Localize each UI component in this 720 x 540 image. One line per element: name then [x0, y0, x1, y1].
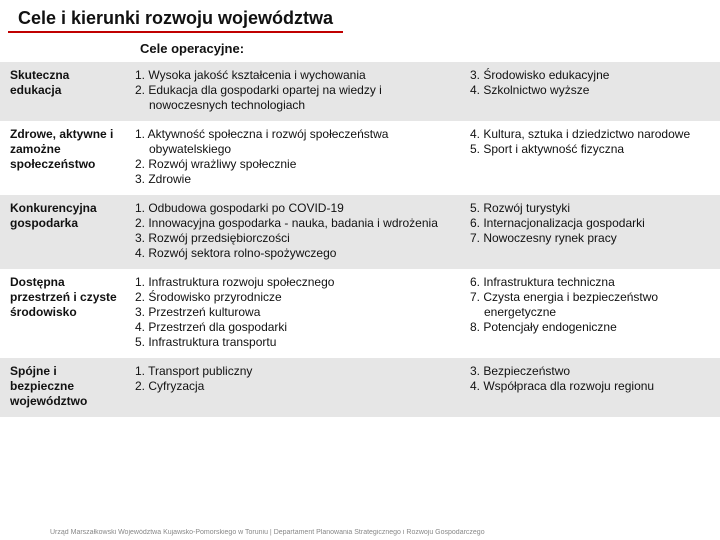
- row-heading: Dostępna przestrzeń i czyste środowisko: [0, 269, 125, 358]
- row-heading: Zdrowe, aktywne i zamożne społeczeństwo: [0, 121, 125, 195]
- list-item: 8. Potencjały endogeniczne: [470, 320, 712, 335]
- list-item: 2. Środowisko przyrodnicze: [135, 290, 452, 305]
- row-heading: Konkurencyjna gospodarka: [0, 195, 125, 269]
- list-item: 1. Odbudowa gospodarki po COVID-19: [135, 201, 452, 216]
- list-item: 6. Internacjonalizacja gospodarki: [470, 216, 712, 231]
- list-item: 4. Współpraca dla rozwoju regionu: [470, 379, 712, 394]
- list-item: 5. Infrastruktura transportu: [135, 335, 452, 350]
- row-left-cell: 1. Aktywność społeczna i rozwój społecze…: [125, 121, 460, 195]
- row-right-cell: 6. Infrastruktura techniczna7. Czysta en…: [460, 269, 720, 358]
- row-right-cell: 4. Kultura, sztuka i dziedzictwo narodow…: [460, 121, 720, 195]
- list-item: 2. Innowacyjna gospodarka - nauka, badan…: [135, 216, 452, 231]
- list-item: 5. Rozwój turystyki: [470, 201, 712, 216]
- list-item: 4. Rozwój sektora rolno-spożywczego: [135, 246, 452, 261]
- row-left-cell: 1. Wysoka jakość kształcenia i wychowani…: [125, 62, 460, 121]
- list-item: 7. Nowoczesny rynek pracy: [470, 231, 712, 246]
- goals-table: Skuteczna edukacja 1. Wysoka jakość kszta…: [0, 62, 720, 417]
- list-item: 2. Edukacja dla gospodarki opartej na wi…: [135, 83, 452, 113]
- list-item: 2. Cyfryzacja: [135, 379, 452, 394]
- row-heading: Skuteczna edukacja: [0, 62, 125, 121]
- subtitle: Cele operacyjne:: [0, 37, 720, 62]
- row-left-cell: 1. Transport publiczny2. Cyfryzacja: [125, 358, 460, 417]
- row-heading: Spójne i bezpieczne województwo: [0, 358, 125, 417]
- list-item: 1. Wysoka jakość kształcenia i wychowani…: [135, 68, 452, 83]
- table-row: Zdrowe, aktywne i zamożne społeczeństwo 1…: [0, 121, 720, 195]
- table-row: Konkurencyjna gospodarka1. Odbudowa gosp…: [0, 195, 720, 269]
- list-item: 1. Aktywność społeczna i rozwój społecze…: [135, 127, 452, 157]
- list-item: 6. Infrastruktura techniczna: [470, 275, 712, 290]
- table-row: Spójne i bezpieczne województwo1. Transp…: [0, 358, 720, 417]
- list-item: 3. Środowisko edukacyjne: [470, 68, 712, 83]
- table-row: Dostępna przestrzeń i czyste środowisko1…: [0, 269, 720, 358]
- list-item: 1. Transport publiczny: [135, 364, 452, 379]
- list-item: 1. Infrastruktura rozwoju społecznego: [135, 275, 452, 290]
- page-title: Cele i kierunki rozwoju województwa: [8, 0, 343, 33]
- list-item: 4. Przestrzeń dla gospodarki: [135, 320, 452, 335]
- list-item: 4. Kultura, sztuka i dziedzictwo narodow…: [470, 127, 712, 142]
- list-item: 3. Rozwój przedsiębiorczości: [135, 231, 452, 246]
- list-item: 2. Rozwój wrażliwy społecznie: [135, 157, 452, 172]
- row-right-cell: 3. Środowisko edukacyjne4. Szkolnictwo w…: [460, 62, 720, 121]
- row-left-cell: 1. Odbudowa gospodarki po COVID-192. Inn…: [125, 195, 460, 269]
- footer-text: Urząd Marszałkowski Województwa Kujawsko…: [50, 529, 710, 536]
- row-left-cell: 1. Infrastruktura rozwoju społecznego2. …: [125, 269, 460, 358]
- list-item: 5. Sport i aktywność fizyczna: [470, 142, 712, 157]
- row-right-cell: 5. Rozwój turystyki6. Internacjonalizacj…: [460, 195, 720, 269]
- row-right-cell: 3. Bezpieczeństwo4. Współpraca dla rozwo…: [460, 358, 720, 417]
- table-row: Skuteczna edukacja 1. Wysoka jakość kszta…: [0, 62, 720, 121]
- list-item: 3. Bezpieczeństwo: [470, 364, 712, 379]
- list-item: 4. Szkolnictwo wyższe: [470, 83, 712, 98]
- list-item: 7. Czysta energia i bezpieczeństwo energ…: [470, 290, 712, 320]
- list-item: 3. Zdrowie: [135, 172, 452, 187]
- list-item: 3. Przestrzeń kulturowa: [135, 305, 452, 320]
